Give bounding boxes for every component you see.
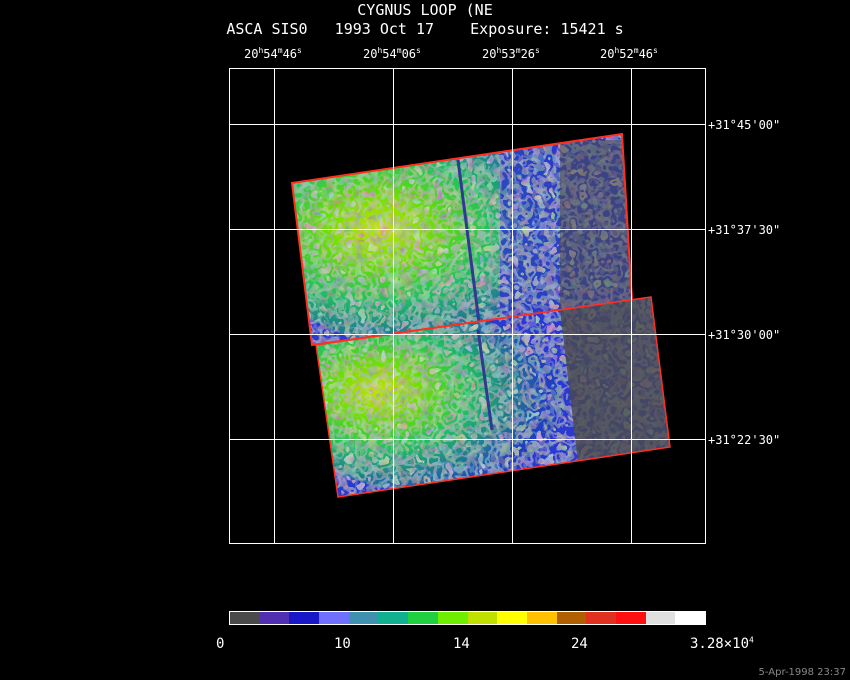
ra-tick-label: 20h54m06s xyxy=(363,46,421,62)
dec-tick-label: +31°30'00" xyxy=(708,328,781,342)
colorbar-swatch xyxy=(348,612,379,624)
colorbar-swatch xyxy=(526,612,557,624)
colorbar-swatch xyxy=(319,612,349,624)
colorbar-label: 10 xyxy=(334,636,351,652)
dec-tick-label: +31°45'00" xyxy=(708,118,781,132)
colorbar-swatch xyxy=(408,612,438,624)
colorbar-label: 24 xyxy=(571,636,588,652)
colorbar-swatch xyxy=(230,612,260,624)
colorbar-swatch xyxy=(586,612,616,624)
dec-tick-label: +31°22'30" xyxy=(708,433,781,447)
colorbar-swatch xyxy=(467,612,498,624)
ra-tick-label: 20h52m46s xyxy=(600,46,658,62)
colorbar-label: 0 xyxy=(216,636,225,652)
colorbar-label: 14 xyxy=(453,636,470,652)
timestamp: 5-Apr-1998 23:37 xyxy=(758,667,846,678)
colorbar-swatch xyxy=(289,612,320,624)
coordinate-grid xyxy=(229,68,706,544)
colorbar-swatch xyxy=(675,612,705,624)
color-scale-bar xyxy=(229,611,706,625)
colorbar-swatch xyxy=(497,612,527,624)
dec-tick-label: +31°37'30" xyxy=(708,223,781,237)
colorbar-swatch xyxy=(378,612,409,624)
ra-tick-label: 20h54m46s xyxy=(244,46,302,62)
colorbar-swatch xyxy=(556,612,587,624)
colorbar-swatch xyxy=(645,612,676,624)
ra-tick-label: 20h53m26s xyxy=(482,46,540,62)
colorbar-max-label: 3.28×104 xyxy=(690,635,754,652)
colorbar-swatch xyxy=(615,612,646,624)
observation-subtitle: ASCA SIS0 1993 Oct 17 Exposure: 15421 s xyxy=(226,20,624,38)
image-title: CYGNUS LOOP (NE xyxy=(357,1,493,19)
colorbar-swatch xyxy=(259,612,290,624)
colorbar-swatch xyxy=(437,612,468,624)
chip-edge-lower xyxy=(315,296,671,498)
